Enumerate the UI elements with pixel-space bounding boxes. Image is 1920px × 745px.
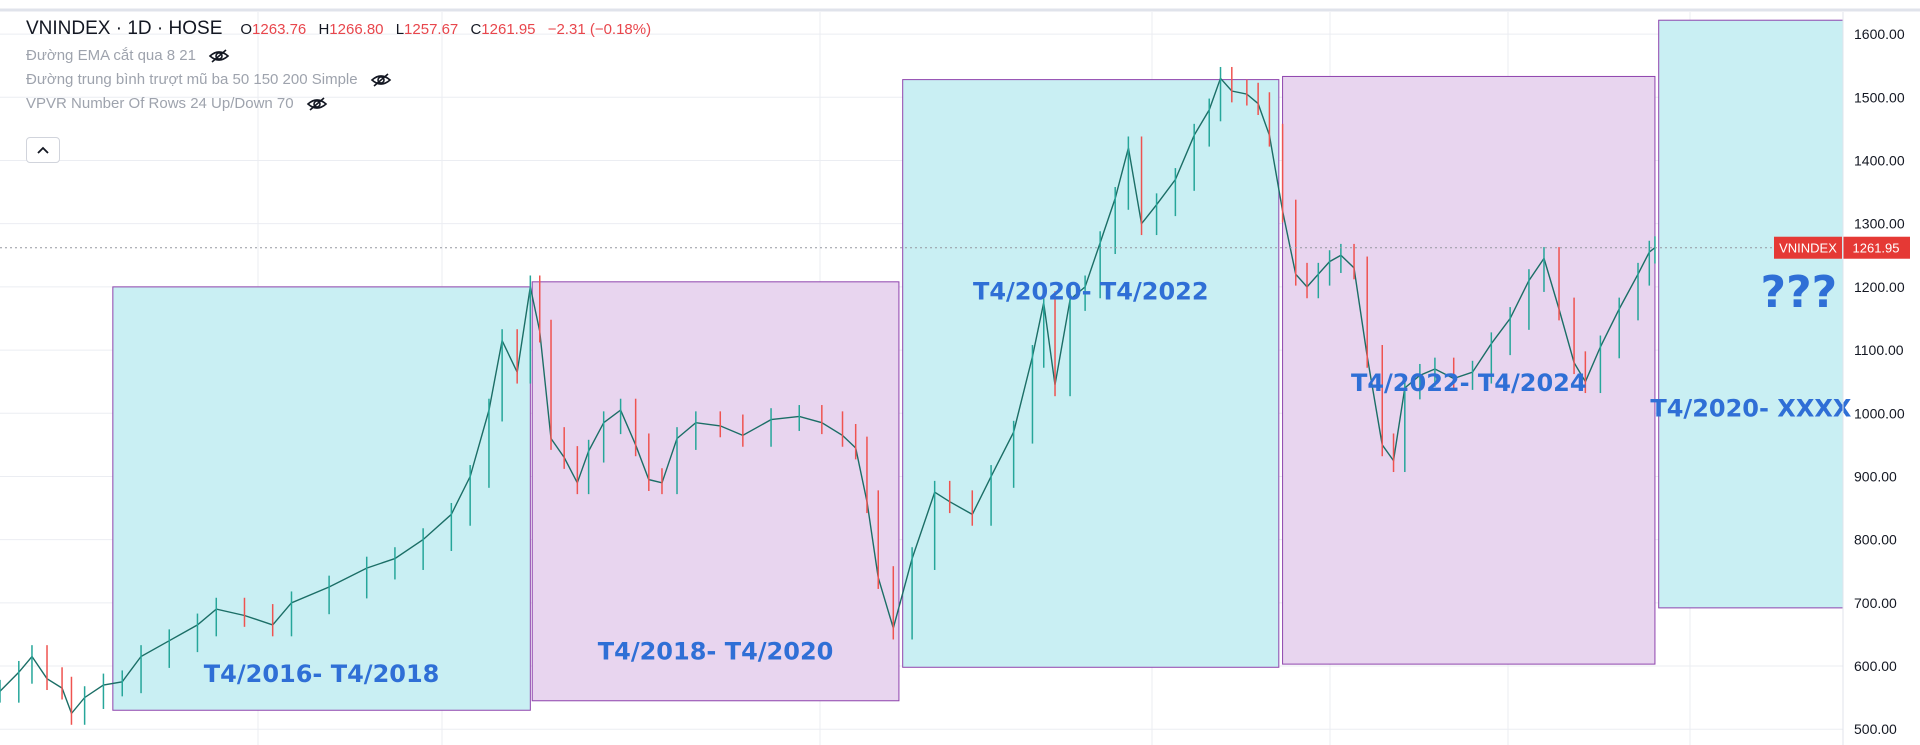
ohlc-values: O1263.76 H1266.80 L1257.67 C1261.95 −2.3… xyxy=(240,21,659,38)
y-tick-label: 600.00 xyxy=(1854,658,1897,674)
y-tick-label: 900.00 xyxy=(1854,468,1897,484)
period-label: T4/2018- T4/2020 xyxy=(598,638,834,666)
period-box xyxy=(1282,75,1656,665)
high-label: H xyxy=(318,21,330,38)
y-tick-label: 800.00 xyxy=(1854,532,1897,548)
low-label: L xyxy=(395,21,405,38)
indicator-ma-label: Đường trung bình trượt mũ ba 50 150 200 … xyxy=(26,71,358,88)
eye-hidden-icon[interactable] xyxy=(208,48,230,64)
y-tick-label: 1200.00 xyxy=(1854,279,1905,295)
period-box xyxy=(531,281,900,702)
eye-hidden-icon[interactable] xyxy=(306,96,328,112)
chart-legend: VNINDEX · 1D · HOSE O1263.76 H1266.80 L1… xyxy=(26,18,659,112)
indicator-ema[interactable]: Đường EMA cắt qua 8 21 xyxy=(26,47,659,64)
symbol-title[interactable]: VNINDEX · 1D · HOSE xyxy=(26,18,223,39)
symbol-tag-text: VNINDEX xyxy=(1779,241,1837,256)
chevron-up-icon xyxy=(37,146,49,154)
last-price-tag-bg xyxy=(1843,236,1910,259)
question-annotation: ??? xyxy=(1761,267,1838,318)
last-price-tag-text: 1261.95 xyxy=(1853,241,1900,256)
y-tick-label: 1400.00 xyxy=(1854,152,1905,168)
indicator-ema-label: Đường EMA cắt qua 8 21 xyxy=(26,47,196,64)
high-value: 1266.80 xyxy=(329,21,384,38)
period-box xyxy=(902,79,1280,668)
period-label: T4/2020- T4/2022 xyxy=(973,278,1209,306)
period-label: T4/2022- T4/2024 xyxy=(1351,369,1587,397)
indicator-ma[interactable]: Đường trung bình trượt mũ ba 50 150 200 … xyxy=(26,71,659,88)
period-label: T4/2016- T4/2018 xyxy=(204,660,440,688)
symbol-tag-bg xyxy=(1774,236,1842,259)
y-tick-label: 1600.00 xyxy=(1854,26,1905,42)
period-label: T4/2020- XXXX xyxy=(1650,394,1851,422)
y-tick-label: 1100.00 xyxy=(1854,342,1904,358)
open-value: 1263.76 xyxy=(252,21,307,38)
y-tick-label: 1000.00 xyxy=(1854,405,1905,421)
open-label: O xyxy=(240,21,253,38)
legend-title-row: VNINDEX · 1D · HOSE O1263.76 H1266.80 L1… xyxy=(26,18,659,40)
eye-hidden-icon[interactable] xyxy=(370,72,392,88)
change-value: −2.31 (−0.18%) xyxy=(547,21,652,38)
y-tick-label: 500.00 xyxy=(1854,721,1897,737)
indicator-vpvr-label: VPVR Number Of Rows 24 Up/Down 70 xyxy=(26,95,294,112)
y-tick-label: 1500.00 xyxy=(1854,89,1905,105)
collapse-legend-button[interactable] xyxy=(26,137,60,163)
y-tick-label: 1300.00 xyxy=(1854,216,1905,232)
close-label: C xyxy=(470,21,482,38)
y-tick-label: 700.00 xyxy=(1854,595,1897,611)
period-box xyxy=(112,286,531,711)
low-value: 1257.67 xyxy=(404,21,459,38)
indicator-vpvr[interactable]: VPVR Number Of Rows 24 Up/Down 70 xyxy=(26,95,659,112)
period-box xyxy=(1658,19,1844,609)
close-value: 1261.95 xyxy=(481,21,536,38)
